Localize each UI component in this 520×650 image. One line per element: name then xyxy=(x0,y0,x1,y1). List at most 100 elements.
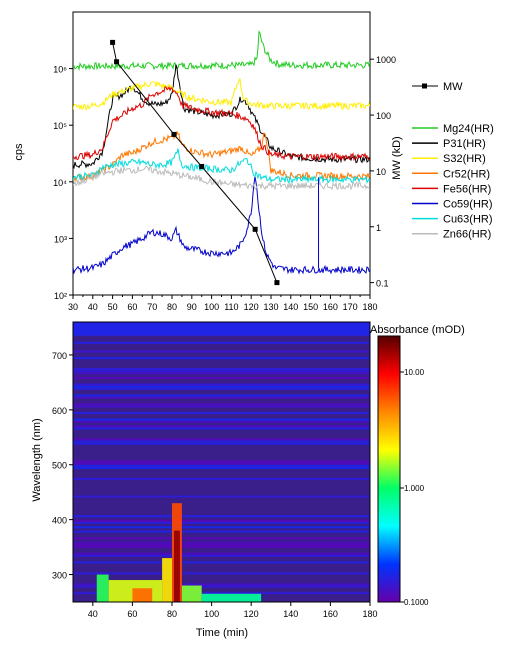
heatmap-stripe xyxy=(73,543,370,546)
heatmap-stripe xyxy=(73,541,370,544)
legend-label: Mg24(HR) xyxy=(443,123,494,135)
heatmap-x-tick-label: 140 xyxy=(283,609,298,619)
heatmap-x-tick-label: 120 xyxy=(244,609,259,619)
top-y2-tick-label: 0.1 xyxy=(376,279,389,289)
heatmap-stripe xyxy=(73,462,370,465)
top-x-tick-label: 170 xyxy=(343,302,358,312)
mw-point xyxy=(110,39,116,45)
heatmap-stripe xyxy=(73,387,370,390)
top-chart: 30 40 50 60 70 80 90 100 110 120 130 140 150 160 170 18… xyxy=(13,11,494,312)
heatmap-stripe xyxy=(73,420,370,423)
heatmap-stripe xyxy=(73,396,370,399)
heatmap-stripe xyxy=(73,572,370,575)
heatmap-x-axis: 40 60 80 100 120 140 160 180 xyxy=(88,602,378,619)
top-x-tick-label: 110 xyxy=(224,302,238,312)
series-line-co59-hr- xyxy=(73,176,370,275)
top-x-tick-label: 40 xyxy=(88,302,98,312)
top-x-tick-label: 30 xyxy=(68,302,78,312)
top-x-tick-label: 80 xyxy=(167,302,177,312)
heatmap-stripe xyxy=(73,477,370,480)
heatmap-feature xyxy=(181,585,202,602)
top-x-tick-label: 120 xyxy=(244,302,259,312)
top-y2-tick-label: 1000 xyxy=(376,55,396,65)
top-y-axis-label: cps xyxy=(13,143,25,161)
heatmap-y-tick-label: 700 xyxy=(52,351,67,361)
heatmap-stripe xyxy=(73,368,370,371)
top-y2-tick-label: 10 xyxy=(376,167,386,177)
legend-label: Co59(HR) xyxy=(443,199,493,211)
heatmap-stripe xyxy=(73,515,370,518)
mw-line xyxy=(112,42,278,283)
heatmap-stripe xyxy=(73,466,370,469)
heatmap-stripe xyxy=(73,394,370,397)
top-x-tick-label: 100 xyxy=(204,302,219,312)
legend-label: S32(HR) xyxy=(443,153,486,165)
top-x-tick-label: 50 xyxy=(108,302,118,312)
heatmap-stripe xyxy=(73,370,370,373)
heatmap-stripe xyxy=(73,438,370,441)
heatmap-feature xyxy=(132,588,153,602)
heatmap-y-tick-label: 300 xyxy=(52,571,67,581)
heatmap-stripe xyxy=(73,592,370,595)
top-y-tick-label: 10⁴ xyxy=(53,178,67,188)
top-y2-tick-label: 100 xyxy=(376,111,391,121)
heatmap-feature xyxy=(96,574,109,602)
heatmap-stripe xyxy=(73,440,370,443)
heatmap-feature xyxy=(201,593,262,602)
colorbar-tick-label: 1.000 xyxy=(404,484,425,493)
top-y-tick-label: 10⁶ xyxy=(53,65,67,75)
heatmap-stripe xyxy=(73,552,370,555)
colorbar-title: Absorbance (mOD) xyxy=(370,324,465,336)
heatmap-stripe xyxy=(73,554,370,557)
top-series-group xyxy=(73,30,370,275)
heatmap-band xyxy=(73,322,370,336)
heatmap-stripe xyxy=(73,521,370,524)
top-x-axis: 30 40 50 60 70 80 90 100 110 120 130 140 150 160 170 18… xyxy=(68,295,378,312)
top-y-tick-label: 10³ xyxy=(54,234,67,244)
colorbar xyxy=(377,335,401,603)
series-line-fe56-hr- xyxy=(73,86,370,162)
heatmap-x-tick-label: 40 xyxy=(88,609,98,619)
top-x-tick-label: 180 xyxy=(362,302,377,312)
heatmap-stripe xyxy=(73,464,370,467)
legend-label: P31(HR) xyxy=(443,138,486,150)
mw-point xyxy=(199,163,205,169)
top-x-tick-label: 150 xyxy=(303,302,318,312)
top-y-axis: 10² 10³ 10⁴ 10⁵ 10⁶ xyxy=(53,65,73,301)
colorbar-tick-label: 0.1000 xyxy=(404,598,429,607)
mw-series-group xyxy=(110,39,280,286)
heatmap-stripe xyxy=(73,546,370,548)
heatmap-stripe xyxy=(73,537,370,540)
heatmap-stripe xyxy=(73,341,370,344)
legend-marker-mw xyxy=(422,83,427,89)
colorbar-tick-label: 10.00 xyxy=(404,368,425,377)
heatmap-stripe xyxy=(73,442,370,445)
heatmap-stripe xyxy=(73,526,370,529)
heatmap-stripe xyxy=(73,376,370,379)
heatmap-y-axis: 300 400 500 600 700 xyxy=(52,351,73,581)
heatmap-x-tick-label: 180 xyxy=(362,609,377,619)
heatmap-frame xyxy=(72,321,371,603)
mw-point xyxy=(252,226,258,232)
heatmap-x-tick-label: 80 xyxy=(167,609,177,619)
top-y2-axis: 0.1 1 10 100 1000 xyxy=(370,55,396,289)
heatmap-y-axis-label: Wavelength (nm) xyxy=(31,418,43,501)
heatmap-stripe xyxy=(73,350,370,353)
top-y2-tick-label: 1 xyxy=(376,223,381,233)
heatmap-stripe xyxy=(73,425,370,428)
top-y-tick-label: 10⁵ xyxy=(53,121,67,131)
heatmap-stripe xyxy=(73,372,370,375)
heatmap-stripe xyxy=(73,383,370,386)
heatmap-y-tick-label: 500 xyxy=(52,461,67,471)
series-line-s32-hr- xyxy=(73,78,370,111)
mw-point xyxy=(171,131,177,137)
mw-point xyxy=(114,59,120,65)
heatmap-stripe xyxy=(73,530,370,533)
heatmap-stripe xyxy=(73,519,370,522)
legend-label: Fe56(HR) xyxy=(443,183,491,195)
heatmap-stripe xyxy=(73,385,370,388)
heatmap-x-tick-label: 160 xyxy=(323,609,338,619)
mw-point xyxy=(274,280,280,286)
heatmap-feature xyxy=(162,558,172,602)
